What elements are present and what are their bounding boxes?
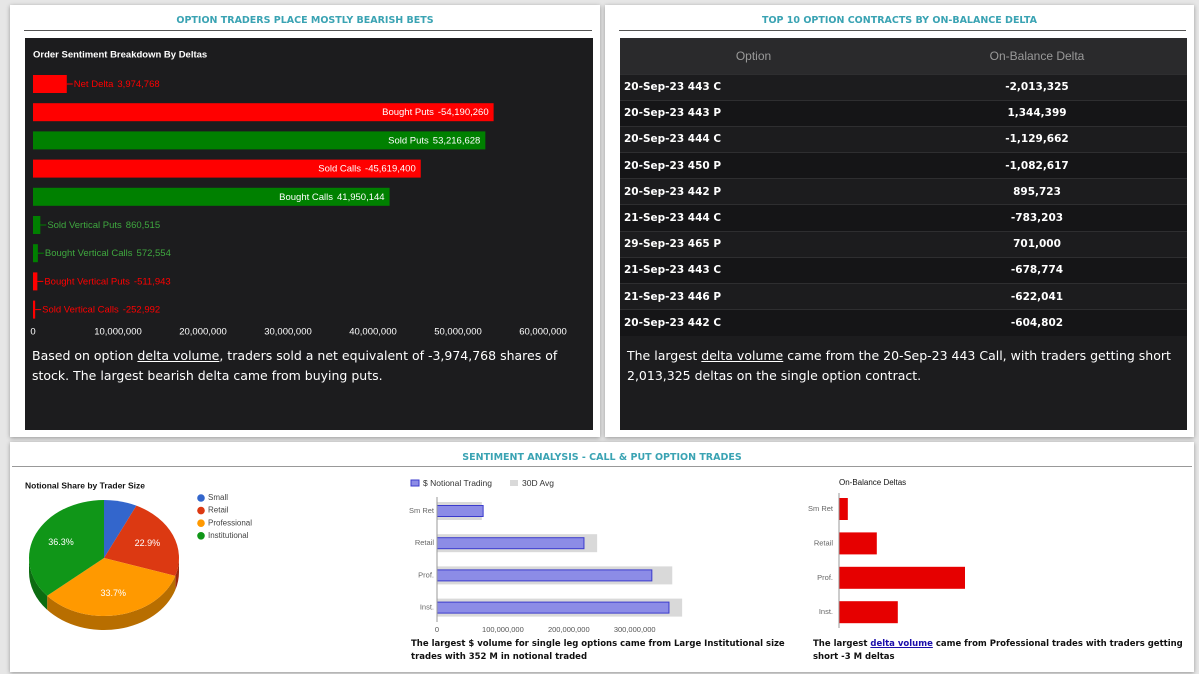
header-row: Option On-Balance Delta: [620, 38, 1187, 74]
table-cell: 20-Sep-23 443 C: [620, 73, 887, 101]
table-row: 20-Sep-23 443 P 1,344,399: [620, 99, 1187, 127]
rule: [619, 30, 1186, 31]
link[interactable]: delta volume: [701, 348, 784, 363]
table-cell: -1,082,617: [887, 152, 1187, 179]
note-text: The largest: [627, 348, 702, 363]
table-cell: -604,802: [887, 309, 1187, 336]
note-text: came from the 20-Sep-23 443 Call, with t…: [627, 348, 1171, 383]
panel-title: OPTION TRADERS PLACE MOSTLY BEARISH BETS: [176, 15, 434, 26]
table-row: 20-Sep-23 442 C -604,802: [620, 309, 1187, 336]
note: The largest $ volume for single leg opti…: [411, 639, 785, 662]
note-text: Based on option: [32, 348, 138, 363]
link[interactable]: delta volume: [870, 639, 933, 649]
table-row: 20-Sep-23 444 C -1,129,662: [620, 125, 1187, 153]
table-cell: 20-Sep-23 442 C: [620, 309, 887, 336]
panel: OPTION TRADERS PLACE MOSTLY BEARISH BETS…: [10, 5, 600, 437]
column-header: On-Balance Delta: [887, 38, 1187, 74]
note: Based on option delta volume, traders so…: [32, 346, 587, 386]
table-cell: 29-Sep-23 465 P: [620, 230, 887, 258]
panel-title: SENTIMENT ANALYSIS - CALL & PUT OPTION T…: [462, 452, 742, 463]
table-row: 20-Sep-23 443 C -2,013,325: [620, 73, 1187, 101]
table-row: 21-Sep-23 444 C -783,203: [620, 204, 1187, 232]
link[interactable]: delta volume: [137, 348, 220, 363]
table-cell: 1,344,399: [887, 99, 1187, 127]
table-row: 20-Sep-23 442 P 895,723: [620, 178, 1187, 205]
table-cell: 895,723: [887, 178, 1187, 205]
table-cell: 20-Sep-23 443 P: [620, 99, 887, 127]
table-cell: -622,041: [887, 282, 1187, 310]
panel: TOP 10 OPTION CONTRACTS BY ON-BALANCE DE…: [605, 5, 1194, 437]
table-cell: 21-Sep-23 446 P: [620, 282, 887, 310]
note: The largest delta volume came from the 2…: [627, 346, 1182, 386]
column-header: Option: [620, 38, 887, 74]
table-cell: 21-Sep-23 444 C: [620, 204, 887, 232]
table-row: 29-Sep-23 465 P 701,000: [620, 230, 1187, 258]
panel-title: TOP 10 OPTION CONTRACTS BY ON-BALANCE DE…: [761, 15, 1038, 26]
table-cell: 701,000: [887, 230, 1187, 258]
table: Option On-Balance Delta 20-Sep-23 443 C -2,…: [620, 38, 1187, 336]
note-text: came from Professional trades with trade…: [813, 639, 1183, 662]
table-cell: 20-Sep-23 450 P: [620, 152, 887, 179]
panel: SENTIMENT ANALYSIS - CALL & PUT OPTION T…: [10, 442, 1194, 672]
table-row: 20-Sep-23 450 P -1,082,617: [620, 152, 1187, 179]
note-text: The largest: [813, 639, 871, 649]
note: The largest delta volume came from Profe…: [813, 638, 1183, 664]
table-row: 21-Sep-23 443 C -678,774: [620, 256, 1187, 284]
table-cell: -1,129,662: [887, 125, 1187, 153]
table-area: Option On-Balance Delta 20-Sep-23 443 C -2,…: [620, 38, 1187, 430]
rule: [24, 30, 592, 31]
table-row: 21-Sep-23 446 P -622,041: [620, 282, 1187, 310]
rule: [12, 466, 1192, 467]
table-cell: 21-Sep-23 443 C: [620, 256, 887, 284]
table-cell: -678,774: [887, 256, 1187, 284]
note-text: , traders sold a net equivalent of -3,97…: [32, 348, 558, 383]
table-cell: -2,013,325: [887, 73, 1187, 101]
table-cell: -783,203: [887, 204, 1187, 232]
table-cell: 20-Sep-23 442 P: [620, 178, 887, 205]
table-cell: 20-Sep-23 444 C: [620, 125, 887, 153]
